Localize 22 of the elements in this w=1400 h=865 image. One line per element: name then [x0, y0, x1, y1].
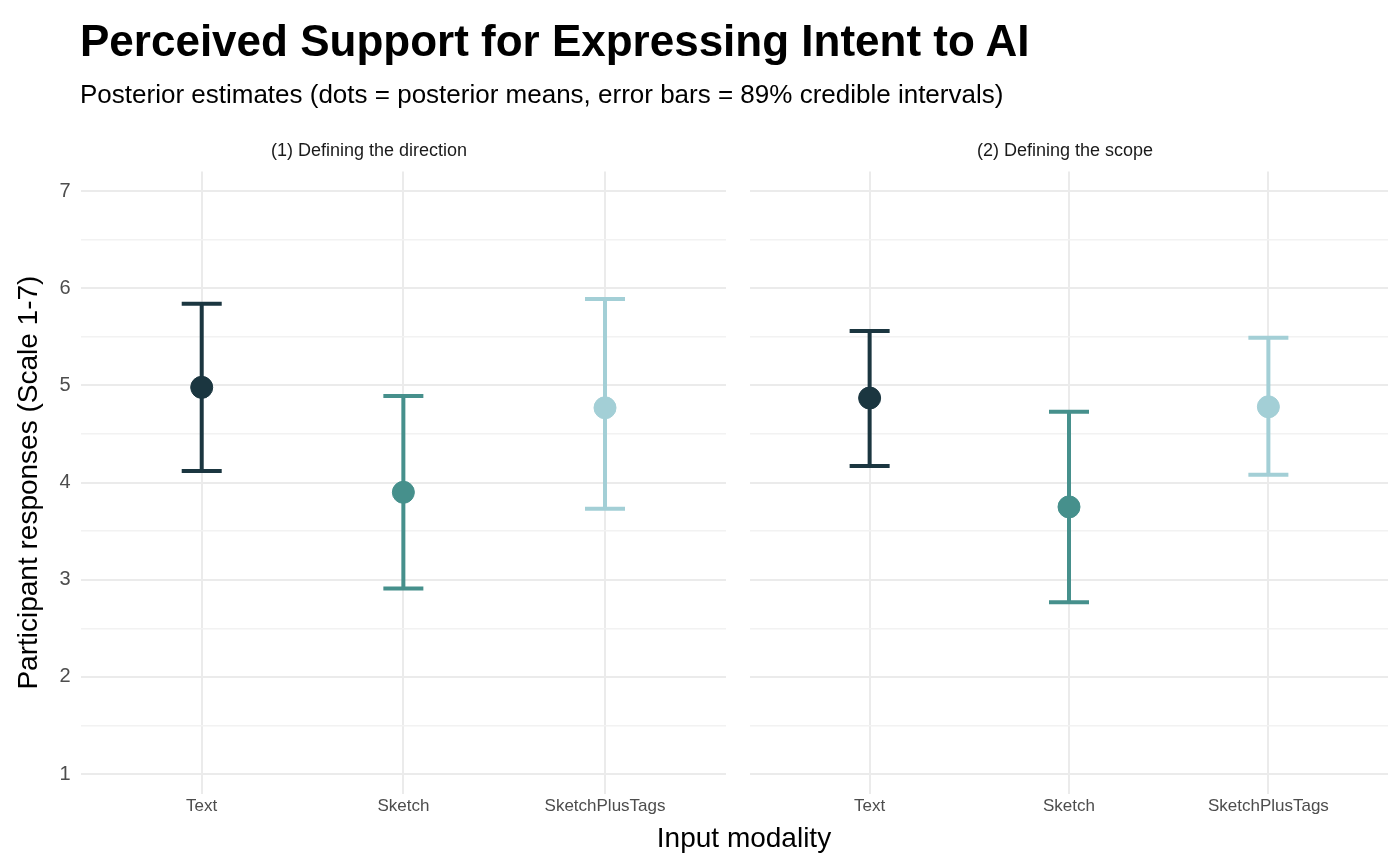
chart-title: (2) Defining the scope [976, 139, 1154, 160]
y-tick-label: 2 [59, 664, 71, 687]
text: Posterior estimates (dots = posterior means, error bars = 89% credible intervals) [80, 78, 1005, 111]
y-tick-label: 1 [59, 761, 71, 784]
chart-title: (1) Defining the direction [270, 139, 468, 160]
x-tick-label: Sketch [1043, 796, 1095, 816]
x-tick-label: Text [186, 796, 218, 816]
y-axis-title: Participant responses (Scale 1-7) [11, 275, 43, 690]
y-tick-label: 5 [59, 372, 71, 395]
x-tick-label: SketchPlusTags [544, 796, 666, 816]
x-tick-label: SketchPlusTags [1207, 796, 1329, 816]
point [593, 396, 617, 420]
x-tick-label: Text [854, 796, 886, 816]
point [391, 480, 415, 504]
y-tick-label: 3 [59, 567, 71, 590]
x-tick-label: Sketch [377, 796, 430, 816]
x-axis-title: Input modality [655, 821, 833, 855]
point [190, 375, 214, 399]
y-tick-label: 6 [59, 275, 71, 298]
y-tick-label: 7 [59, 178, 71, 201]
text: Perceived Support for Expressing Intent to AI [80, 15, 1031, 67]
y-tick-label: 4 [59, 470, 71, 493]
